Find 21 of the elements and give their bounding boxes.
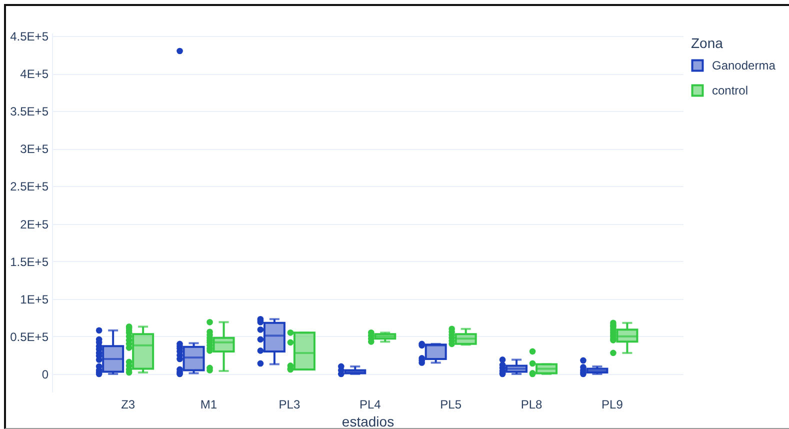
x-axis-title: estadios — [342, 414, 394, 429]
y-tick-label: 4.5E+5 — [10, 30, 49, 44]
y-tick-label: 2.5E+5 — [10, 180, 49, 194]
y-tick-label: 1E+5 — [20, 292, 49, 306]
y-tick-label: 2E+5 — [20, 217, 49, 232]
x-tick-label: PL4 — [359, 398, 382, 412]
x-tick-label: PL3 — [278, 398, 300, 412]
legend-title: Zona — [691, 35, 724, 51]
y-tick-label: 0.5E+5 — [10, 330, 49, 344]
legend-label: control — [712, 84, 748, 98]
y-tick-label: 1.5E+5 — [10, 254, 49, 269]
x-tick-label: PL5 — [440, 398, 462, 412]
legend-label: Ganoderma — [712, 58, 776, 72]
y-tick-label: 3.5E+5 — [10, 104, 49, 119]
x-tick-label: Z3 — [121, 398, 136, 412]
y-tick-label: 3E+5 — [20, 142, 49, 156]
y-tick-label: 4E+5 — [20, 67, 49, 82]
x-tick-label: PL9 — [602, 398, 624, 412]
x-tick-label: PL8 — [520, 398, 543, 412]
y-tick-label: 0 — [42, 367, 49, 382]
x-tick-label: M1 — [200, 398, 218, 412]
